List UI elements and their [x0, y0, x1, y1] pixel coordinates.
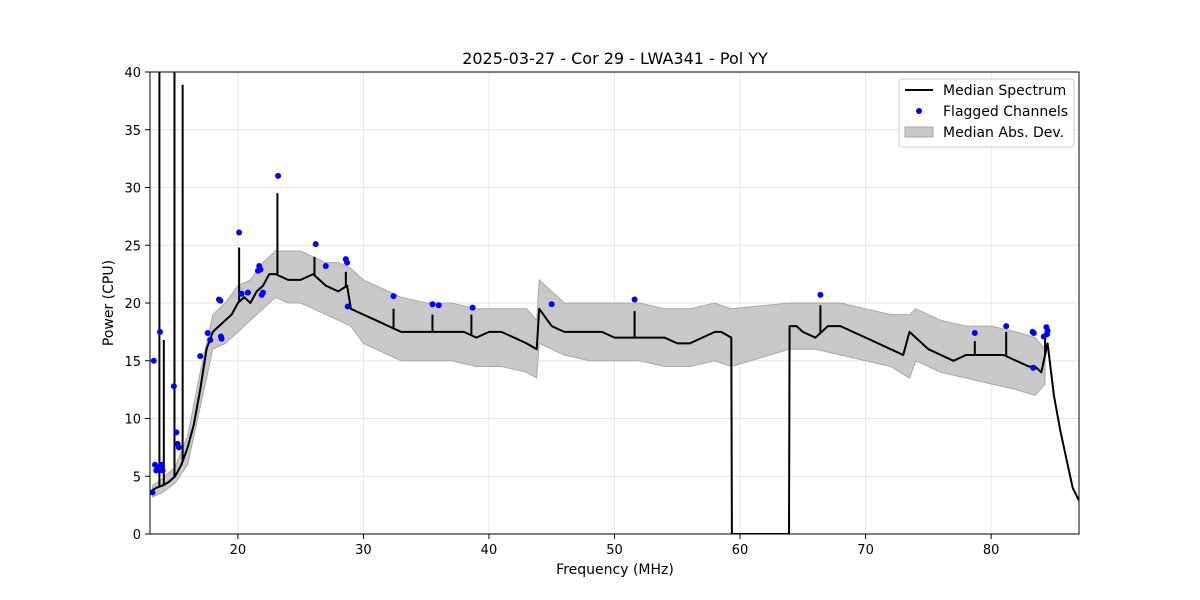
- legend-box: [898, 78, 1075, 148]
- flagged-point: [257, 266, 264, 273]
- flagged-point: [260, 289, 266, 296]
- y-tick-label: 15: [124, 355, 141, 370]
- flagged-point: [344, 259, 351, 266]
- legend-label-mad: Median Abs. Dev.: [943, 125, 1064, 141]
- flagged-point: [175, 444, 182, 451]
- flagged-point: [429, 301, 436, 308]
- flagged-points-group: [150, 172, 1051, 496]
- plot-area: [150, 72, 1079, 534]
- y-tick-label: 40: [124, 66, 141, 81]
- mad-band-group: [152, 250, 1046, 498]
- flagged-point: [217, 297, 224, 304]
- x-tick-label: 50: [606, 543, 623, 558]
- flagged-point: [390, 293, 397, 300]
- flagged-point: [312, 241, 319, 248]
- spike-group: [158, 72, 1047, 487]
- chart-title: 2025-03-27 - Cor 29 - LWA341 - Pol YY: [462, 49, 768, 68]
- flagged-point: [344, 303, 351, 310]
- legend-patch-swatch: [904, 126, 934, 138]
- flagged-point: [218, 335, 225, 342]
- y-tick-label: 20: [124, 297, 141, 312]
- legend: Median Spectrum Flagged Channels Median …: [898, 78, 1075, 148]
- flagged-point: [236, 229, 243, 236]
- y-tick-label: 25: [124, 239, 141, 254]
- median-spectrum-line: [151, 273, 1079, 534]
- flagged-point: [275, 172, 282, 179]
- flagged-point: [435, 302, 442, 309]
- flagged-point: [170, 383, 177, 390]
- flagged-point: [158, 461, 165, 468]
- flagged-point: [322, 263, 329, 269]
- x-tick-label: 20: [230, 543, 247, 558]
- mad-band: [152, 250, 1046, 498]
- flagged-point: [150, 357, 157, 364]
- legend-marker-swatch: [916, 108, 922, 114]
- flagged-point: [1044, 331, 1050, 338]
- legend-label-flagged: Flagged Channels: [943, 104, 1068, 120]
- y-tick-label: 35: [124, 124, 141, 139]
- x-tick-label: 60: [732, 543, 749, 558]
- flagged-point: [971, 330, 978, 336]
- x-tick-label: 30: [355, 543, 372, 558]
- flagged-point: [204, 330, 211, 336]
- flagged-point: [1003, 323, 1010, 330]
- y-tick-label: 10: [124, 413, 141, 428]
- x-tick-label: 40: [481, 543, 498, 558]
- y-tick-label: 30: [124, 182, 141, 197]
- y-tick-label: 5: [133, 470, 141, 485]
- y-tick-label: 0: [133, 528, 141, 543]
- x-axis-label: Frequency (MHz): [556, 562, 674, 578]
- y-axis-label: Power (CPU): [101, 260, 117, 346]
- flagged-point: [238, 290, 245, 297]
- flagged-point: [173, 429, 180, 436]
- flagged-point: [469, 304, 476, 311]
- y-axis-ticks: 0 5 10 15 20 25 30 35 40: [124, 66, 150, 543]
- x-axis-ticks: 20 30 40 50 60 70 80: [230, 534, 1000, 558]
- median-line-group: [151, 273, 1079, 534]
- flagged-point: [548, 301, 555, 308]
- flagged-point: [1030, 330, 1037, 336]
- flagged-point: [207, 337, 214, 343]
- x-tick-label: 80: [983, 543, 1000, 558]
- flagged-point: [150, 489, 156, 496]
- flagged-point: [631, 296, 638, 303]
- flagged-point: [197, 353, 204, 360]
- flagged-point: [817, 291, 824, 298]
- legend-label-median: Median Spectrum: [943, 83, 1066, 99]
- flagged-point: [1030, 364, 1037, 371]
- flagged-point: [159, 467, 166, 474]
- x-tick-label: 70: [857, 543, 874, 558]
- flagged-point: [157, 328, 163, 335]
- flagged-point: [244, 289, 251, 296]
